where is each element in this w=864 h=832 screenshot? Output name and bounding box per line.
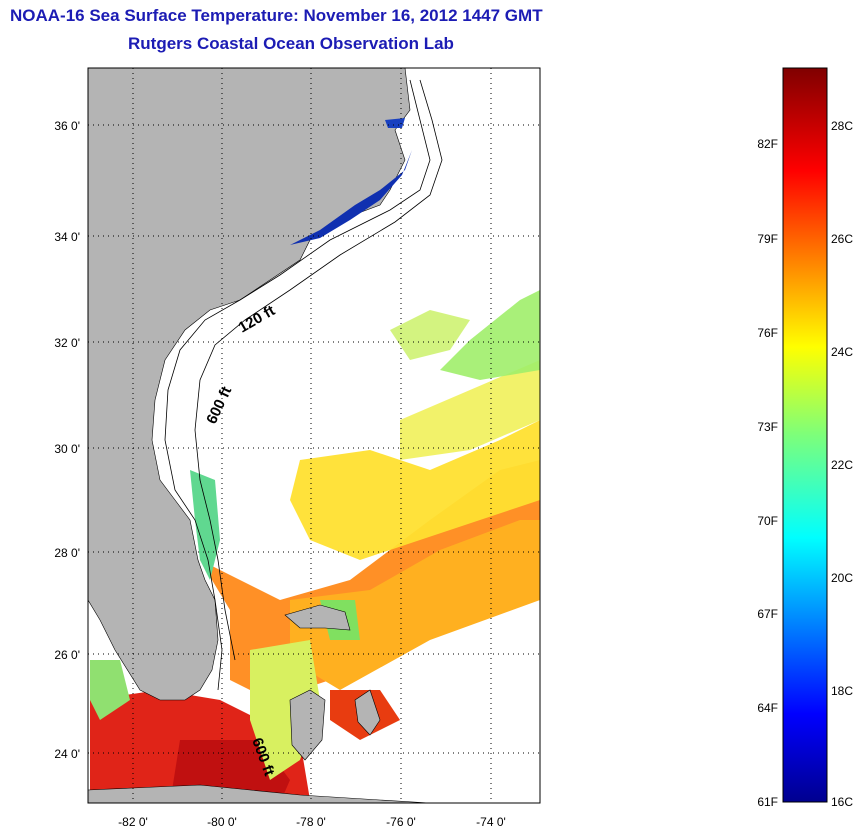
longitude-labels: -82 0' -80 0' -78 0' -76 0' -74 0' (118, 815, 506, 829)
depth-contours (164, 79, 443, 691)
lat-label: 36 0' (54, 119, 80, 133)
lon-label: -74 0' (476, 815, 506, 829)
graticule (88, 68, 540, 803)
lat-label: 24 0' (54, 747, 80, 761)
colorbar-c-label: 24C (831, 345, 853, 359)
lon-label: -80 0' (207, 815, 237, 829)
colorbar: 82F 79F 76F 73F 70F 67F 64F 61F 28C 26C … (757, 67, 853, 809)
colorbar-fahrenheit-labels: 82F 79F 76F 73F 70F 67F 64F 61F (757, 137, 778, 809)
colorbar-f-label: 82F (757, 137, 778, 151)
sst-data-layer (90, 290, 540, 803)
colorbar-c-label: 28C (831, 119, 853, 133)
colorbar-f-label: 61F (757, 795, 778, 809)
albemarle-sound (385, 118, 405, 128)
lat-label: 34 0' (54, 230, 80, 244)
latitude-labels: 36 0' 34 0' 32 0' 30 0' 28 0' 26 0' 24 0… (54, 119, 80, 761)
colorbar-c-label: 16C (831, 795, 853, 809)
lat-label: 28 0' (54, 546, 80, 560)
island-cuba (88, 784, 431, 803)
colorbar-f-label: 79F (757, 232, 778, 246)
colorbar-f-label: 67F (757, 607, 778, 621)
colorbar-c-label: 20C (831, 571, 853, 585)
colorbar-gradient (782, 67, 828, 803)
island-eleuthera (354, 689, 381, 736)
island-grand-bahama (284, 604, 351, 631)
map-subtitle: Rutgers Coastal Ocean Observation Lab (128, 34, 454, 53)
lon-label: -78 0' (296, 815, 326, 829)
lat-label: 26 0' (54, 648, 80, 662)
colorbar-f-label: 76F (757, 326, 778, 340)
colorbar-f-label: 73F (757, 420, 778, 434)
map-title: NOAA-16 Sea Surface Temperature: Novembe… (10, 6, 543, 25)
colorbar-f-label: 64F (757, 701, 778, 715)
colorbar-f-label: 70F (757, 514, 778, 528)
map-frame (87, 67, 541, 804)
lat-label: 30 0' (54, 442, 80, 456)
lon-label: -82 0' (118, 815, 148, 829)
lat-label: 32 0' (54, 336, 80, 350)
colorbar-c-label: 22C (831, 458, 853, 472)
colorbar-c-label: 18C (831, 684, 853, 698)
colorbar-c-label: 26C (831, 232, 853, 246)
map-panel: 120 ft 600 ft 600 ft (88, 68, 540, 803)
lon-label: -76 0' (386, 815, 416, 829)
colorbar-celsius-labels: 28C 26C 24C 22C 20C 18C 16C (831, 119, 853, 809)
island-andros (289, 689, 326, 761)
